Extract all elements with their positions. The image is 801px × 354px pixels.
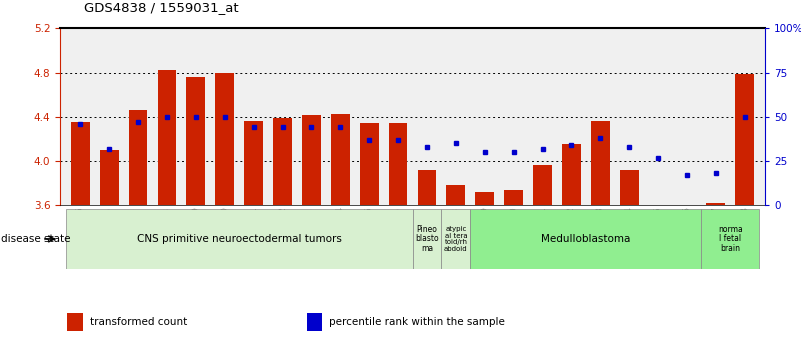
- Bar: [158, 70, 176, 205]
- Bar: [417, 170, 437, 205]
- Bar: [505, 190, 523, 205]
- Text: percentile rank within the sample: percentile rank within the sample: [329, 317, 505, 327]
- Bar: [735, 74, 754, 205]
- Bar: [129, 110, 147, 205]
- Bar: [591, 121, 610, 205]
- Text: GDS4838 / 1559031_at: GDS4838 / 1559031_at: [84, 1, 239, 14]
- Bar: [100, 150, 119, 205]
- Bar: [244, 121, 263, 205]
- Bar: [388, 124, 408, 205]
- Bar: [475, 192, 494, 205]
- Bar: [307, 313, 322, 331]
- Text: norma
l fetal
brain: norma l fetal brain: [718, 225, 743, 253]
- Text: disease state: disease state: [1, 234, 70, 244]
- Bar: [562, 144, 581, 205]
- Bar: [67, 313, 83, 331]
- Bar: [441, 209, 470, 269]
- Text: transformed count: transformed count: [90, 317, 187, 327]
- Text: Medulloblastoma: Medulloblastoma: [541, 234, 630, 244]
- Bar: [66, 209, 413, 269]
- Bar: [470, 209, 702, 269]
- Bar: [702, 209, 759, 269]
- Bar: [706, 203, 725, 205]
- Bar: [187, 77, 205, 205]
- Bar: [446, 185, 465, 205]
- Bar: [215, 73, 234, 205]
- Bar: [302, 115, 320, 205]
- Bar: [360, 124, 379, 205]
- Text: CNS primitive neuroectodermal tumors: CNS primitive neuroectodermal tumors: [137, 234, 341, 244]
- Bar: [533, 166, 552, 205]
- Bar: [71, 122, 90, 205]
- Bar: [413, 209, 441, 269]
- Text: Pineo
blasto
ma: Pineo blasto ma: [415, 225, 439, 253]
- Text: atypic
al tera
toid/rh
abdoid: atypic al tera toid/rh abdoid: [444, 226, 468, 252]
- Bar: [620, 170, 638, 205]
- Bar: [273, 118, 292, 205]
- Bar: [331, 114, 350, 205]
